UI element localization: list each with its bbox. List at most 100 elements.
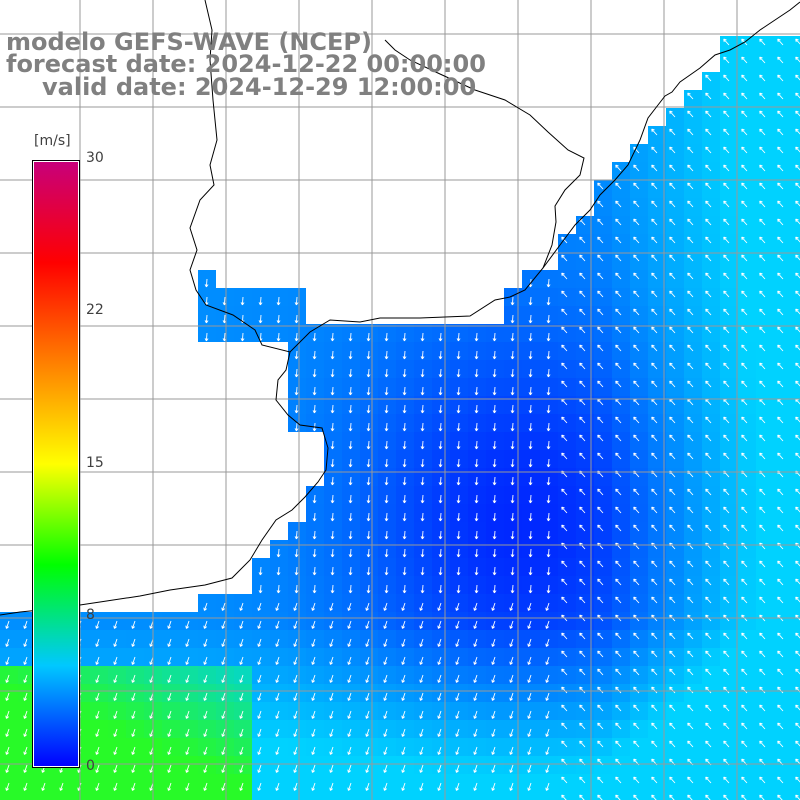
wind-arrow xyxy=(420,530,425,540)
wind-arrow xyxy=(759,488,766,496)
wind-arrow xyxy=(597,506,604,514)
wind-arrow xyxy=(741,74,748,82)
wind-arrow xyxy=(167,656,172,665)
wind-arrow xyxy=(5,692,10,701)
wind-arrow xyxy=(203,728,208,737)
wind-arrow xyxy=(723,362,730,370)
wind-arrow xyxy=(546,422,551,432)
wind-arrow xyxy=(546,368,551,378)
wind-cell xyxy=(216,792,234,800)
wind-arrow xyxy=(528,512,533,522)
wind-arrow xyxy=(365,692,370,701)
wind-arrow xyxy=(597,380,604,388)
wind-arrow xyxy=(777,38,784,46)
wind-arrow xyxy=(492,512,497,522)
colorbar-tick-0: 0 xyxy=(86,758,95,774)
wind-arrow xyxy=(420,566,425,576)
wind-arrow xyxy=(474,530,479,540)
wind-arrow xyxy=(795,164,800,171)
wind-arrow xyxy=(705,668,712,676)
wind-arrow xyxy=(545,728,550,737)
wind-arrow xyxy=(777,236,784,244)
wind-arrow xyxy=(651,326,658,334)
wind-arrow xyxy=(293,782,298,791)
wind-cell xyxy=(90,792,108,800)
wind-arrow xyxy=(347,710,352,719)
wind-cell xyxy=(792,648,800,666)
wind-arrow xyxy=(687,722,694,730)
wind-arrow xyxy=(347,764,352,773)
wind-arrow xyxy=(420,368,425,378)
wind-arrow xyxy=(167,746,172,755)
wind-arrow xyxy=(597,668,604,676)
wind-arrow xyxy=(276,548,281,558)
wind-arrow xyxy=(651,380,658,388)
wind-arrow xyxy=(651,218,658,226)
wind-arrow xyxy=(546,440,551,450)
wind-arrow xyxy=(687,668,694,676)
wind-arrow xyxy=(528,386,533,396)
wind-arrow xyxy=(131,728,136,737)
wind-arrow xyxy=(615,254,622,262)
wind-arrow xyxy=(741,740,748,748)
wind-cell xyxy=(648,792,666,800)
wind-arrow xyxy=(705,524,712,532)
wind-arrow xyxy=(258,296,263,306)
wind-arrow xyxy=(329,710,334,719)
wind-cell xyxy=(126,792,144,800)
wind-arrow xyxy=(687,380,694,388)
wind-arrow xyxy=(579,290,586,298)
wind-arrow xyxy=(293,656,298,665)
wind-arrow xyxy=(687,434,694,442)
wind-arrow xyxy=(705,362,712,370)
wind-arrow xyxy=(597,794,603,800)
wind-arrow xyxy=(795,182,800,189)
wind-arrow xyxy=(474,476,479,486)
wind-arrow xyxy=(615,596,622,604)
wind-arrow xyxy=(528,368,533,378)
wind-arrow xyxy=(615,794,621,800)
wind-arrow xyxy=(777,308,784,316)
wind-arrow xyxy=(795,74,800,81)
wind-arrow xyxy=(759,794,765,800)
wind-arrow xyxy=(510,476,515,486)
wind-arrow xyxy=(759,92,766,100)
wind-arrow xyxy=(294,548,299,558)
colorbar-tick-30: 30 xyxy=(86,150,104,166)
wind-arrow xyxy=(615,740,622,748)
wind-arrow xyxy=(759,56,766,64)
wind-arrow xyxy=(95,620,100,629)
wind-arrow xyxy=(509,782,514,791)
wind-arrow xyxy=(491,746,496,755)
wind-arrow xyxy=(741,308,748,316)
wind-arrow xyxy=(438,422,443,432)
wind-arrow xyxy=(633,272,640,280)
wind-arrow xyxy=(366,566,371,576)
wind-arrow xyxy=(687,686,694,694)
wind-arrow xyxy=(759,74,766,82)
wind-arrow xyxy=(633,416,640,424)
wind-arrow xyxy=(687,182,694,190)
wind-cell xyxy=(792,450,800,468)
wind-arrow xyxy=(492,440,497,450)
wind-arrow xyxy=(384,548,389,558)
wind-arrow xyxy=(348,350,353,360)
wind-arrow xyxy=(420,476,425,486)
wind-arrow xyxy=(59,782,64,791)
wind-arrow xyxy=(203,710,208,719)
wind-arrow xyxy=(294,314,299,324)
wind-arrow xyxy=(561,290,568,298)
wind-arrow xyxy=(615,524,622,532)
wind-arrow xyxy=(330,404,335,414)
wind-arrow xyxy=(597,290,604,298)
wind-arrow xyxy=(473,728,478,737)
wind-arrow xyxy=(455,602,460,611)
wind-arrow xyxy=(491,602,496,611)
wind-arrow xyxy=(687,236,694,244)
wind-arrow xyxy=(741,272,748,280)
wind-arrow xyxy=(669,560,676,568)
wind-arrow xyxy=(705,308,712,316)
wind-cell xyxy=(792,324,800,342)
wind-cell xyxy=(792,180,800,198)
wind-arrow xyxy=(633,254,640,262)
